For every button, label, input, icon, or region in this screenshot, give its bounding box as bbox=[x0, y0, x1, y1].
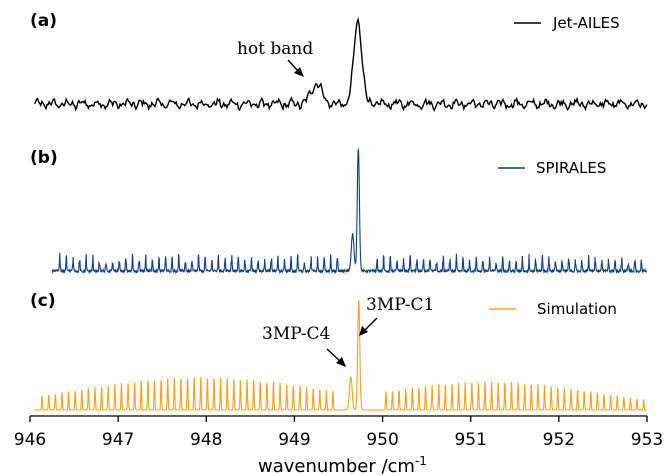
panel-b: (b) SPIRALES bbox=[30, 148, 648, 275]
x-tick-label: 948 bbox=[190, 430, 222, 450]
legend-b-text: SPIRALES bbox=[536, 159, 606, 177]
3mp-c1-annotation: 3MP-C1 bbox=[366, 295, 434, 315]
spirales-trace bbox=[51, 148, 648, 275]
jet-ailes-trace bbox=[33, 16, 648, 113]
panel-c: (c) Simulation 3MP-C1 3MP-C4 bbox=[30, 291, 647, 411]
x-tick-label: 947 bbox=[102, 430, 134, 450]
legend-c: Simulation bbox=[489, 300, 617, 318]
legend-a: Jet-AILES bbox=[514, 14, 620, 32]
panel-a-label: (a) bbox=[30, 11, 57, 31]
3mp-c4-annotation: 3MP-C4 bbox=[262, 324, 330, 344]
hot-band-arrow bbox=[287, 59, 304, 77]
x-axis: 946 947 948 949 950 951 952 953 wavenumber /cm-… bbox=[14, 415, 663, 476]
hot-band-annotation: hot band bbox=[237, 39, 313, 59]
3mp-c4-arrow bbox=[326, 348, 346, 367]
legend-b: SPIRALES bbox=[498, 159, 606, 177]
panel-b-label: (b) bbox=[30, 148, 58, 168]
x-tick-label: 949 bbox=[278, 430, 310, 450]
x-tick-label: 952 bbox=[543, 430, 575, 450]
legend-c-text: Simulation bbox=[537, 300, 617, 318]
x-tick-label: 953 bbox=[631, 430, 663, 450]
x-axis-ticks: 946 947 948 949 950 951 952 953 bbox=[14, 416, 663, 450]
legend-a-text: Jet-AILES bbox=[552, 14, 620, 32]
simulation-trace bbox=[34, 299, 647, 411]
x-axis-title: wavenumber /cm-1 bbox=[258, 454, 427, 476]
x-tick-label: 950 bbox=[366, 430, 398, 450]
x-tick-label: 946 bbox=[14, 430, 46, 450]
3mp-c1-arrow bbox=[359, 317, 378, 336]
panel-a: (a) Jet-AILES hot band bbox=[30, 11, 648, 113]
x-tick-label: 951 bbox=[454, 430, 486, 450]
panel-c-label: (c) bbox=[30, 291, 56, 311]
